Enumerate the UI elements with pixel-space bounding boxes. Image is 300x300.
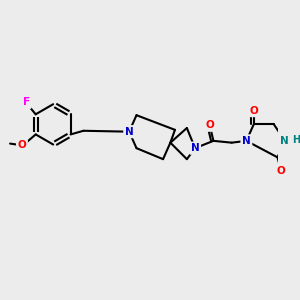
Text: N: N: [280, 136, 289, 146]
Text: N: N: [125, 127, 134, 137]
Text: N: N: [242, 136, 251, 146]
Text: O: O: [277, 166, 286, 176]
Text: H: H: [292, 135, 300, 145]
Text: O: O: [18, 140, 26, 150]
Text: O: O: [206, 120, 214, 130]
Text: F: F: [23, 98, 30, 107]
Text: O: O: [249, 106, 258, 116]
Text: N: N: [191, 143, 200, 153]
